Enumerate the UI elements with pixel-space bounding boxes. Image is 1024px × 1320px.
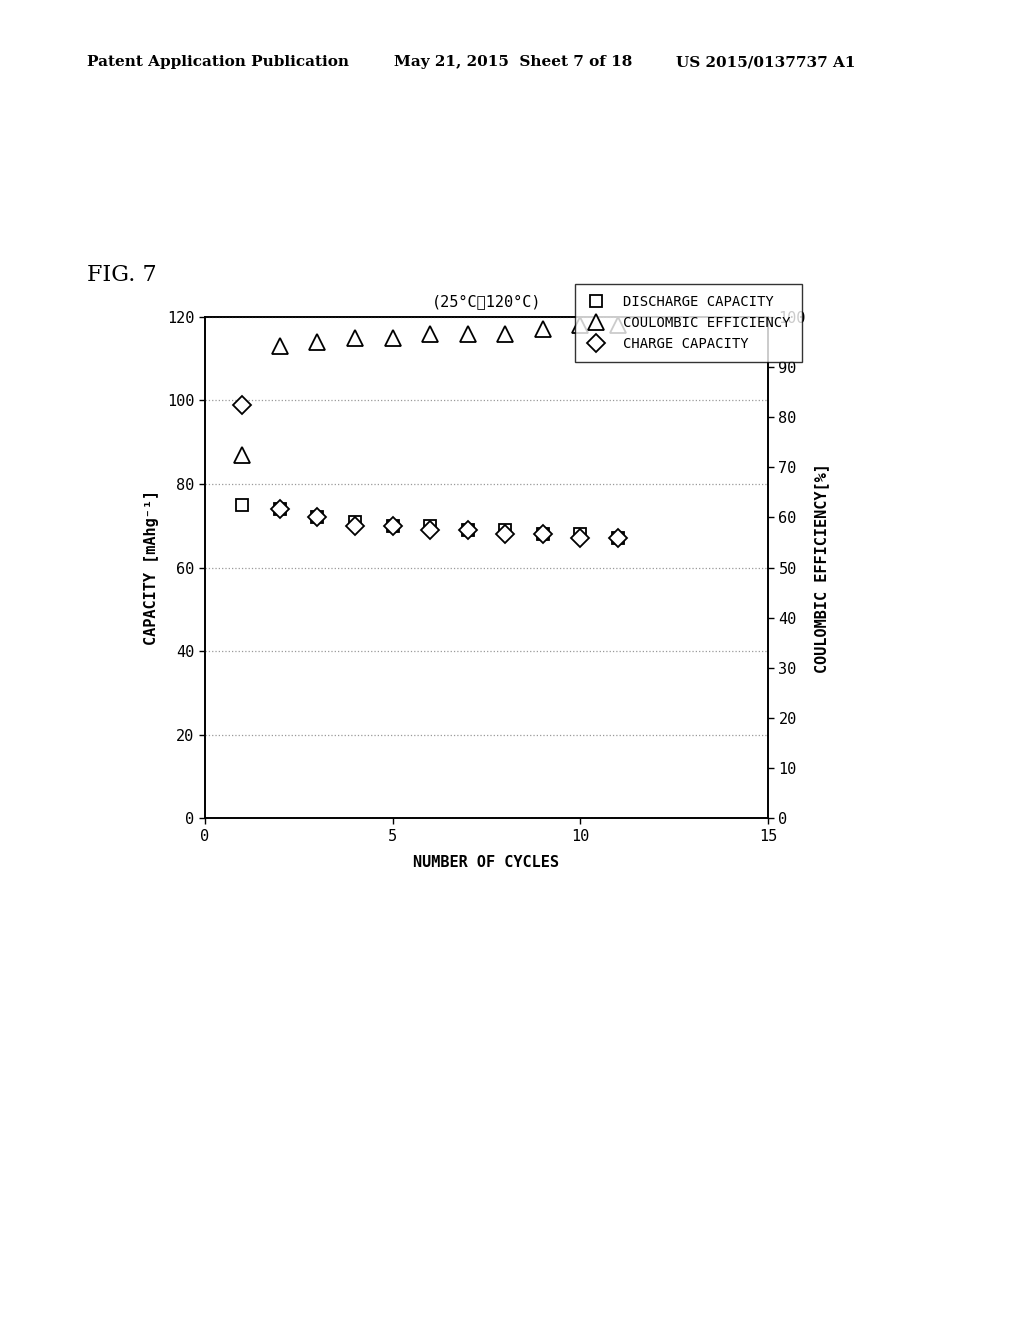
X-axis label: NUMBER OF CYCLES: NUMBER OF CYCLES [414,855,559,870]
Legend: DISCHARGE CAPACITY, COULOMBIC EFFICIENCY, CHARGE CAPACITY: DISCHARGE CAPACITY, COULOMBIC EFFICIENCY… [574,284,802,362]
Text: May 21, 2015  Sheet 7 of 18: May 21, 2015 Sheet 7 of 18 [394,55,633,70]
Text: US 2015/0137737 A1: US 2015/0137737 A1 [676,55,855,70]
Title: (25°C～120°C): (25°C～120°C) [432,293,541,309]
Y-axis label: CAPACITY [mAhg⁻¹]: CAPACITY [mAhg⁻¹] [143,490,159,645]
Text: Patent Application Publication: Patent Application Publication [87,55,349,70]
Y-axis label: COULOMBIC EFFICIENCY[%]: COULOMBIC EFFICIENCY[%] [814,463,829,672]
Text: FIG. 7: FIG. 7 [87,264,157,286]
